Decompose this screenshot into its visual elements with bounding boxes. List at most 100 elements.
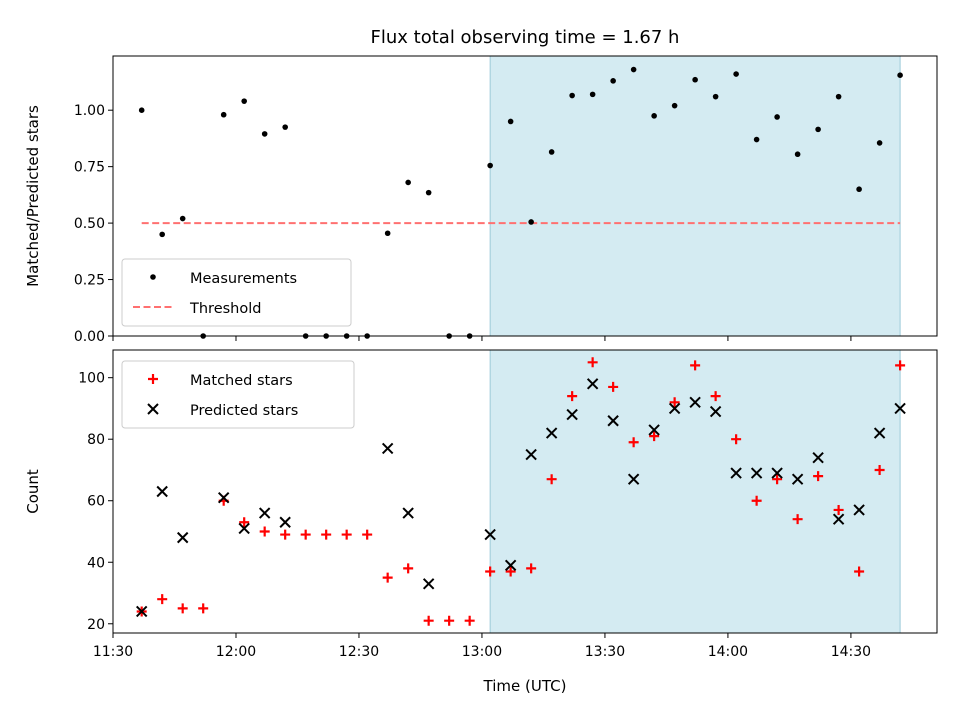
measurement-point bbox=[856, 186, 862, 193]
matched-star-point bbox=[587, 357, 598, 368]
predicted-star-point bbox=[525, 448, 537, 461]
predicted-star-point bbox=[648, 424, 660, 436]
matched-star-point bbox=[259, 526, 270, 537]
measurement-point bbox=[220, 111, 227, 118]
bottom-panel: 20 40 60 80 100 11:30 12:00 12:30 13:00 13:30 14:… bbox=[24, 349, 938, 660]
matched-star-point bbox=[669, 397, 680, 408]
measurement-point bbox=[630, 66, 637, 73]
x-tick-label: 13:30 bbox=[585, 644, 625, 660]
matched-star-point bbox=[833, 504, 844, 515]
top-legend: Measurements Threshold bbox=[121, 258, 352, 327]
matched-star-point bbox=[444, 615, 455, 626]
x-tick-label: 11:30 bbox=[93, 644, 133, 660]
measurement-point bbox=[794, 151, 801, 158]
y-tick-label: 0.50 bbox=[74, 216, 105, 232]
legend-marker-measurements bbox=[150, 274, 156, 280]
top-panel: 0.00 0.25 0.50 0.75 1.00 Matched/Predicted s… bbox=[24, 55, 938, 345]
matched-star-point bbox=[341, 529, 352, 540]
y-tick-label: 100 bbox=[78, 371, 105, 387]
matched-star-point bbox=[690, 360, 701, 371]
predicted-star-point bbox=[730, 467, 742, 479]
matched-star-point bbox=[567, 391, 578, 402]
measurement-point bbox=[753, 136, 760, 143]
matched-star-point bbox=[526, 563, 537, 574]
predicted-star-point bbox=[176, 531, 189, 544]
legend-label-matched: Matched stars bbox=[190, 373, 293, 389]
matched-star-point bbox=[157, 594, 168, 605]
measurement-point bbox=[774, 114, 780, 120]
predicted-star-point bbox=[586, 378, 599, 390]
measurement-point bbox=[712, 93, 719, 100]
predicted-star-point bbox=[156, 485, 168, 498]
x-tick-label: 14:30 bbox=[831, 644, 871, 660]
predicted-star-point bbox=[484, 528, 496, 541]
matched-star-point bbox=[505, 566, 516, 577]
matched-star-point bbox=[772, 474, 783, 485]
measurement-point bbox=[282, 124, 288, 130]
predicted-star-point bbox=[381, 442, 394, 455]
predicted-star-point bbox=[504, 559, 517, 572]
predicted-star-point bbox=[238, 522, 250, 535]
measurement-point bbox=[671, 102, 678, 109]
y-tick-label: 20 bbox=[87, 617, 105, 633]
predicted-star-point bbox=[258, 507, 271, 519]
matched-star-point bbox=[464, 615, 475, 626]
measurement-point bbox=[261, 131, 268, 137]
legend-marker-matched bbox=[148, 374, 158, 384]
matched-star-point bbox=[423, 615, 434, 626]
measurement-point bbox=[507, 118, 514, 125]
matched-star-point bbox=[485, 566, 496, 577]
measurement-point bbox=[733, 71, 739, 77]
matched-star-point bbox=[628, 437, 639, 448]
predicted-star-point bbox=[545, 427, 558, 439]
measurement-point bbox=[651, 113, 657, 119]
bottom-y-axis-label: Count bbox=[24, 469, 42, 514]
legend-marker-predicted bbox=[147, 403, 159, 415]
top-shaded-interval bbox=[489, 55, 901, 337]
x-tick-label: 14:00 bbox=[708, 644, 748, 660]
matched-star-point bbox=[382, 572, 393, 583]
legend-label-threshold: Threshold bbox=[189, 301, 261, 317]
measurement-point bbox=[692, 76, 698, 83]
y-tick-label: 60 bbox=[87, 494, 105, 510]
predicted-star-point bbox=[279, 516, 291, 528]
measurement-point bbox=[159, 231, 165, 238]
measurement-point bbox=[569, 92, 575, 99]
predicted-star-point bbox=[607, 415, 619, 427]
measurement-point bbox=[835, 93, 842, 100]
predicted-star-point bbox=[422, 578, 435, 590]
measurement-point bbox=[589, 91, 596, 98]
predicted-star-point bbox=[791, 473, 804, 485]
x-tick-label: 12:00 bbox=[216, 644, 256, 660]
measurement-point bbox=[876, 140, 883, 146]
predicted-star-point bbox=[402, 507, 414, 519]
measurement-point bbox=[405, 179, 411, 186]
measurement-point bbox=[610, 78, 616, 84]
measurement-point bbox=[815, 126, 821, 133]
top-plot-frame bbox=[112, 55, 938, 337]
measurement-point bbox=[528, 219, 534, 225]
matched-star-point bbox=[403, 563, 414, 574]
bottom-legend: Matched stars Predicted stars bbox=[121, 360, 355, 429]
measurement-point bbox=[897, 72, 903, 78]
measurement-point bbox=[384, 230, 391, 237]
predicted-star-point bbox=[771, 467, 783, 479]
predicted-star-point bbox=[832, 513, 845, 525]
x-tick-label: 12:30 bbox=[339, 644, 379, 660]
x-axis-label: Time (UTC) bbox=[483, 677, 567, 695]
predicted-star-point bbox=[217, 491, 230, 504]
y-tick-label: 80 bbox=[87, 432, 105, 448]
matched-star-point bbox=[895, 360, 906, 371]
y-tick-label: 0.25 bbox=[74, 273, 105, 289]
matched-star-point bbox=[813, 471, 824, 482]
bottom-shaded-interval bbox=[489, 349, 901, 634]
y-tick-label: 0.00 bbox=[74, 329, 105, 345]
predicted-star-point bbox=[894, 402, 906, 415]
matched-star-point bbox=[608, 381, 619, 392]
predicted-star-point bbox=[689, 396, 701, 409]
chart-title: Flux total observing time = 1.67 h bbox=[371, 27, 680, 48]
matched-star-point bbox=[239, 517, 250, 528]
matched-star-point bbox=[792, 514, 803, 525]
measurement-point bbox=[487, 162, 493, 169]
matched-star-point bbox=[649, 431, 660, 442]
